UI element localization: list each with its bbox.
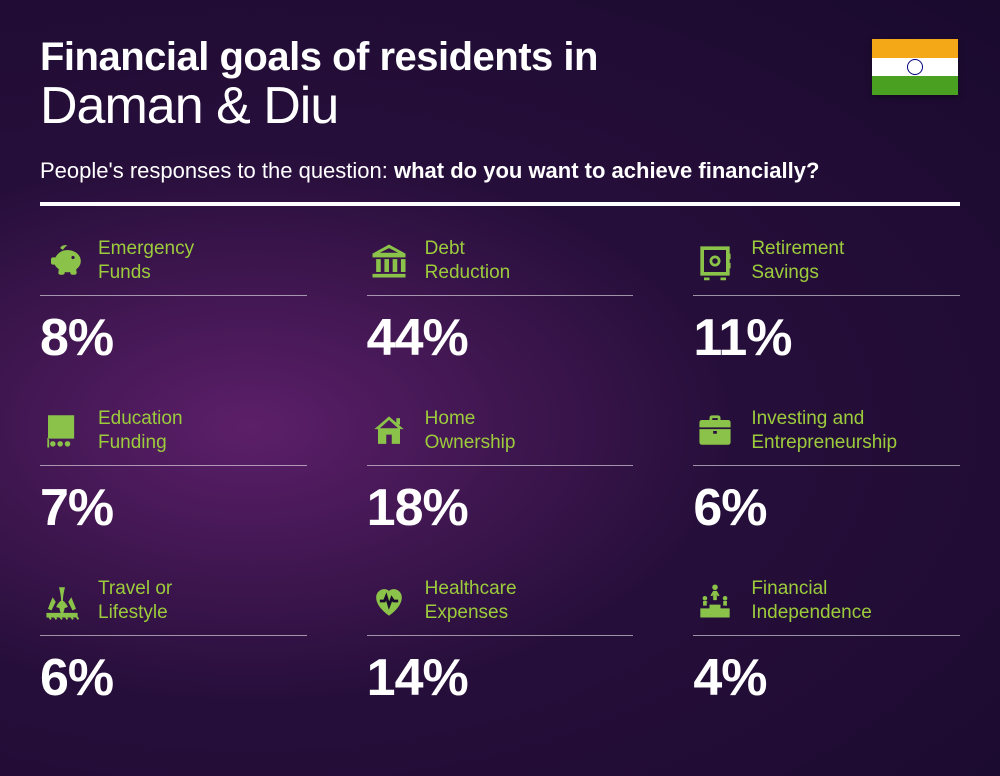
- goal-item: Travel orLifestyle 6%: [40, 576, 307, 708]
- goal-item: RetirementSavings 11%: [693, 236, 960, 368]
- home-icon: [367, 409, 411, 453]
- goal-item: EmergencyFunds 8%: [40, 236, 307, 368]
- goal-item-head: DebtReduction: [367, 236, 634, 296]
- goal-item: DebtReduction 44%: [367, 236, 634, 368]
- header: Financial goals of residents in Daman & …: [40, 35, 960, 136]
- goal-value: 14%: [367, 648, 634, 708]
- goal-label: HomeOwnership: [425, 407, 516, 455]
- india-flag-icon: [872, 39, 958, 95]
- education-icon: [40, 409, 84, 453]
- piggy-icon: [40, 239, 84, 283]
- travel-icon: [40, 579, 84, 623]
- goal-item-head: HomeOwnership: [367, 406, 634, 466]
- bank-icon: [367, 239, 411, 283]
- goal-item-head: Travel orLifestyle: [40, 576, 307, 636]
- goal-label: EmergencyFunds: [98, 237, 194, 285]
- subtitle-bold: what do you want to achieve financially?: [394, 158, 819, 183]
- goal-label: FinancialIndependence: [751, 577, 871, 625]
- goal-value: 4%: [693, 648, 960, 708]
- health-icon: [367, 579, 411, 623]
- title-line-2: Daman & Diu: [40, 76, 960, 136]
- goal-value: 11%: [693, 308, 960, 368]
- podium-icon: [693, 579, 737, 623]
- goal-label: DebtReduction: [425, 237, 511, 285]
- ashoka-chakra-icon: [907, 59, 923, 75]
- goal-item: HealthcareExpenses 14%: [367, 576, 634, 708]
- goals-grid: EmergencyFunds 8% DebtReduction 44% Retireme…: [40, 236, 960, 708]
- goal-item-head: FinancialIndependence: [693, 576, 960, 636]
- goal-item: EducationFunding 7%: [40, 406, 307, 538]
- subtitle-prefix: People's responses to the question:: [40, 158, 394, 183]
- goal-item-head: Investing andEntrepreneurship: [693, 406, 960, 466]
- goal-value: 6%: [40, 648, 307, 708]
- title-line-1: Financial goals of residents in: [40, 35, 960, 80]
- goal-label: EducationFunding: [98, 407, 183, 455]
- subtitle: People's responses to the question: what…: [40, 158, 960, 184]
- flag-green: [872, 76, 958, 95]
- goal-label: Investing andEntrepreneurship: [751, 407, 897, 455]
- goal-item: FinancialIndependence 4%: [693, 576, 960, 708]
- goal-value: 44%: [367, 308, 634, 368]
- goal-label: RetirementSavings: [751, 237, 844, 285]
- goal-value: 7%: [40, 478, 307, 538]
- goal-item-head: HealthcareExpenses: [367, 576, 634, 636]
- goal-value: 18%: [367, 478, 634, 538]
- goal-item-head: EducationFunding: [40, 406, 307, 466]
- divider: [40, 202, 960, 206]
- goal-item: HomeOwnership 18%: [367, 406, 634, 538]
- goal-item-head: EmergencyFunds: [40, 236, 307, 296]
- flag-saffron: [872, 39, 958, 58]
- flag-white: [872, 58, 958, 77]
- goal-label: HealthcareExpenses: [425, 577, 517, 625]
- goal-label: Travel orLifestyle: [98, 577, 172, 625]
- goal-item: Investing andEntrepreneurship 6%: [693, 406, 960, 538]
- goal-value: 6%: [693, 478, 960, 538]
- goal-value: 8%: [40, 308, 307, 368]
- goal-item-head: RetirementSavings: [693, 236, 960, 296]
- briefcase-icon: [693, 409, 737, 453]
- safe-icon: [693, 239, 737, 283]
